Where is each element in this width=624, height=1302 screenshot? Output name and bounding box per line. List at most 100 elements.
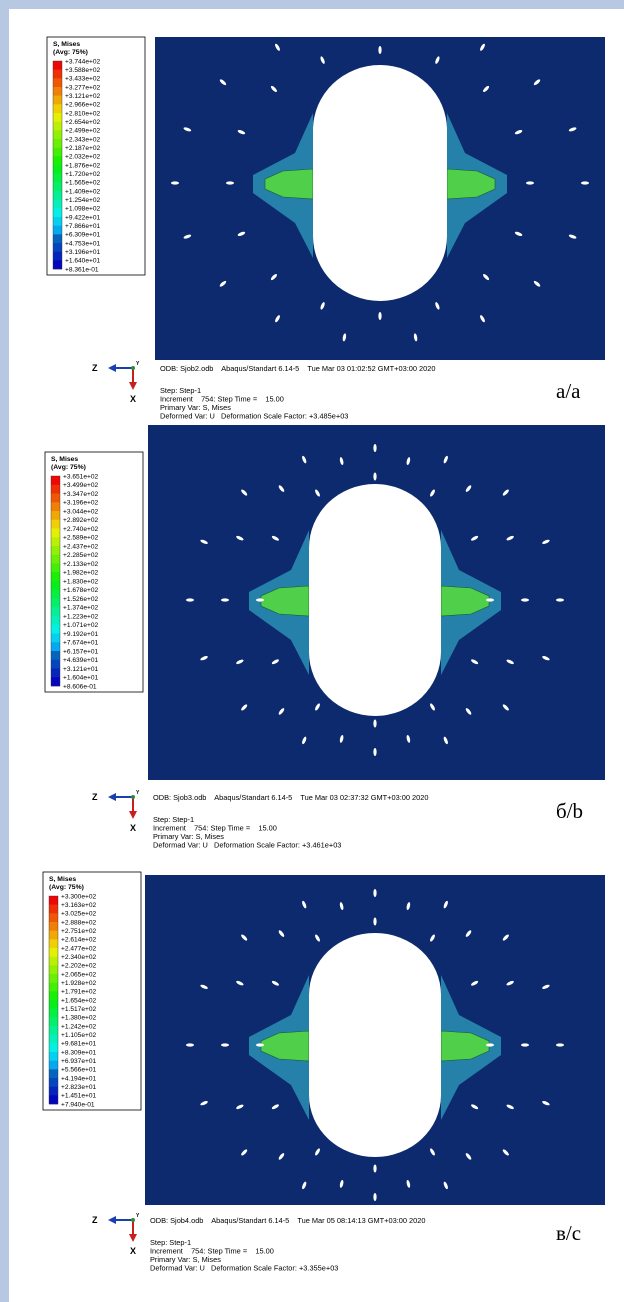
panel-label: б/b [556,799,583,823]
triad-label: Z [92,363,98,373]
hole [313,65,447,301]
small-hole [556,1043,564,1046]
legend-band [51,616,60,625]
small-hole [373,720,376,728]
legend-value: +5.566e+01 [61,1067,97,1074]
small-hole [373,1165,376,1173]
legend-value: +1.098e+02 [65,206,101,213]
legend-band [53,260,62,269]
legend-band [53,252,62,261]
legend-band [53,104,62,113]
legend-title: S, Mises [51,456,78,463]
legend-value: +1.640e+01 [65,258,101,265]
legend-value: +3.163e+02 [61,902,97,909]
legend-value: +1.517e+02 [61,1006,97,1013]
legend-value: +1.526e+02 [63,596,99,603]
legend-band [51,677,60,686]
legend-band [49,1000,58,1009]
legend-band [51,625,60,634]
legend-value: +1.451e+01 [61,1093,97,1100]
legend-value: +2.751e+02 [61,928,97,935]
legend-value: +2.740e+02 [63,526,99,533]
legend-band [49,1069,58,1078]
small-hole [378,312,381,320]
legend-value: +1.105e+02 [61,1032,97,1039]
hole [309,484,441,716]
legend-band [51,485,60,494]
legend-band [51,669,60,678]
panel-label: а/a [556,379,581,403]
legend-band [49,957,58,966]
legend-value: +2.499e+02 [65,128,101,135]
legend-value: +2.614e+02 [61,937,97,944]
odb-line: ODB: Sjob4.odb Abaqus/Standart 6.14-5 Tu… [150,1216,425,1225]
legend-value: +1.409e+02 [65,188,101,195]
small-hole [373,473,376,481]
triad-label: Y [136,790,140,796]
small-hole [373,748,376,756]
legend-value: +2.187e+02 [65,145,101,152]
triad-origin [131,1218,135,1222]
small-hole [373,918,376,926]
legend-title: S, Mises [53,41,80,48]
legend-value: +4.194e+01 [61,1075,97,1082]
legend-band [53,130,62,139]
legend-value: +2.032e+02 [65,154,101,161]
legend-band [51,642,60,651]
legend-band [49,1095,58,1104]
legend-value: +1.223e+02 [63,613,99,620]
legend-band [53,113,62,122]
legend-band [53,174,62,183]
legend-band [53,148,62,157]
legend-value: +2.654e+02 [65,119,101,126]
legend-band [53,96,62,105]
legend-band [49,1078,58,1087]
legend-band [51,476,60,485]
legend-band [49,1052,58,1061]
legend-band [53,165,62,174]
triad-label: Z [92,1215,98,1225]
legend-value: +2.477e+02 [61,945,97,952]
legend-value: +6.309e+01 [65,232,101,239]
small-hole [521,598,529,601]
legend-band [51,660,60,669]
legend-band [53,234,62,243]
legend-value: +3.744e+02 [65,58,101,65]
legend-band [53,243,62,252]
triad-x-head [129,811,137,819]
legend-value: +1.830e+02 [63,578,99,585]
legend-band [49,1035,58,1044]
odb-line: ODB: Sjob2.odb Abaqus/Standart 6.14-5 Tu… [160,364,435,373]
legend-band [51,607,60,616]
legend-band [49,905,58,914]
legend-value: +3.196e+01 [65,249,101,256]
legend-value: +3.499e+02 [63,482,99,489]
legend-band [51,590,60,599]
legend-value: +3.121e+02 [65,93,101,100]
small-hole [226,181,234,184]
legend-value: +4.639e+01 [63,657,99,664]
legend-band [53,156,62,165]
legend-band [49,1043,58,1052]
legend-band [53,182,62,191]
legend-value: +2.823e+01 [61,1084,97,1091]
legend-value: +2.810e+02 [65,110,101,117]
legend-value: +3.121e+01 [63,666,99,673]
legend-band [49,1087,58,1096]
legend-band [49,939,58,948]
legend-avg: (Avg: 75%) [51,464,86,471]
legend-value: +8.606e-01 [63,683,97,690]
legend-band [49,948,58,957]
legend-value: +7.940e-01 [61,1101,95,1108]
small-hole [373,1193,376,1201]
legend-value: +1.604e+01 [63,675,99,682]
legend-band [53,191,62,200]
small-hole [521,1043,529,1046]
small-hole [221,598,229,601]
legend-value: +3.651e+02 [63,473,99,480]
triad-origin [131,795,135,799]
legend-value: +2.437e+02 [63,543,99,550]
small-hole [486,1043,494,1046]
triad-x-head [129,382,137,390]
legend-band [51,599,60,608]
